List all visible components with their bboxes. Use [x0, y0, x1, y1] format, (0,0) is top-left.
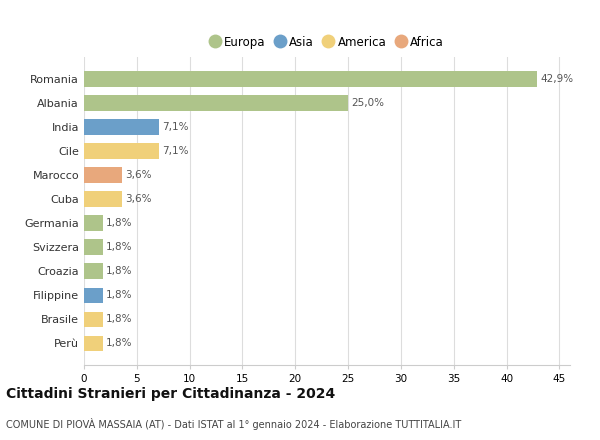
Bar — [84, 336, 103, 351]
Bar — [84, 239, 103, 255]
Text: 3,6%: 3,6% — [125, 170, 152, 180]
Bar — [84, 287, 103, 303]
Bar — [84, 312, 103, 327]
Text: 7,1%: 7,1% — [162, 146, 188, 156]
Text: 1,8%: 1,8% — [106, 266, 133, 276]
Bar — [84, 264, 103, 279]
Text: 1,8%: 1,8% — [106, 314, 133, 324]
Text: 3,6%: 3,6% — [125, 194, 152, 204]
Text: 1,8%: 1,8% — [106, 242, 133, 252]
Text: 25,0%: 25,0% — [352, 98, 385, 108]
Text: Cittadini Stranieri per Cittadinanza - 2024: Cittadini Stranieri per Cittadinanza - 2… — [6, 387, 335, 401]
Text: 42,9%: 42,9% — [541, 74, 574, 84]
Bar — [84, 119, 159, 135]
Text: 7,1%: 7,1% — [162, 122, 188, 132]
Legend: Europa, Asia, America, Africa: Europa, Asia, America, Africa — [206, 32, 448, 52]
Text: 1,8%: 1,8% — [106, 290, 133, 301]
Text: 1,8%: 1,8% — [106, 218, 133, 228]
Bar — [84, 191, 122, 207]
Bar — [84, 143, 159, 159]
Bar — [84, 95, 348, 111]
Bar — [84, 167, 122, 183]
Bar — [84, 71, 537, 87]
Bar — [84, 216, 103, 231]
Text: 1,8%: 1,8% — [106, 338, 133, 348]
Text: COMUNE DI PIOVÀ MASSAIA (AT) - Dati ISTAT al 1° gennaio 2024 - Elaborazione TUTT: COMUNE DI PIOVÀ MASSAIA (AT) - Dati ISTA… — [6, 418, 461, 430]
